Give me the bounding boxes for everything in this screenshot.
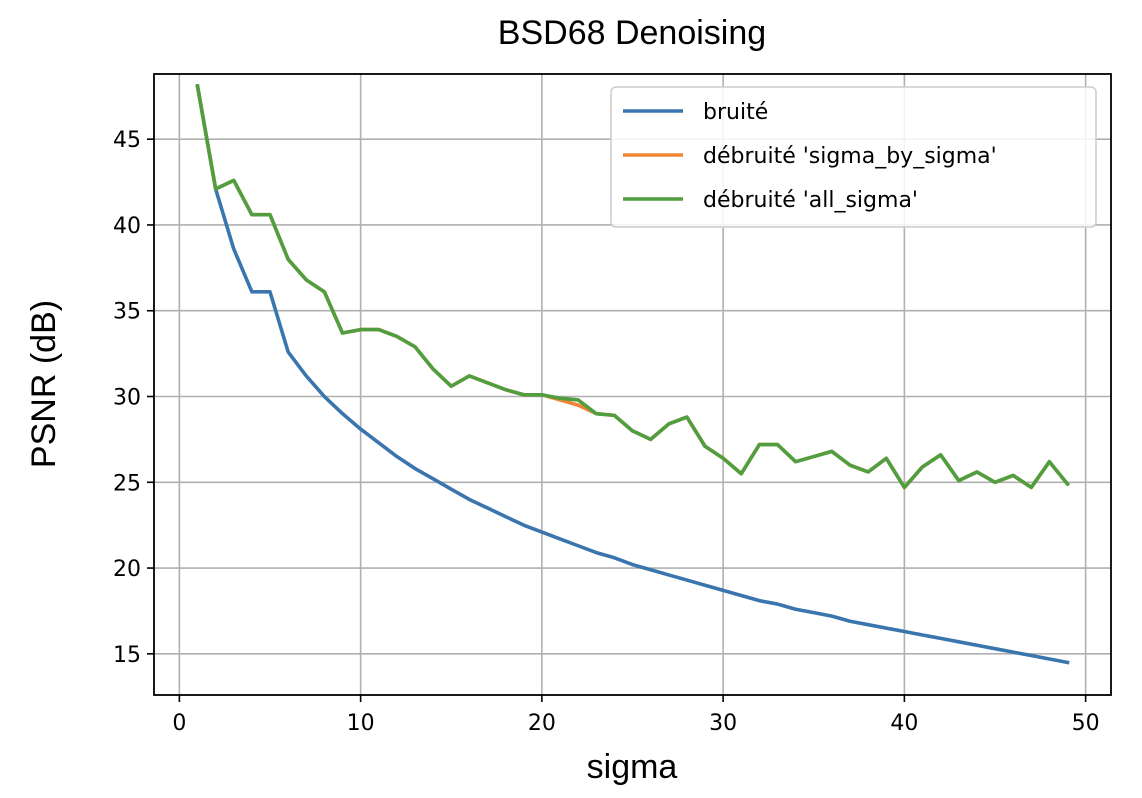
axis-ticks: 0 10 20 30 40 50 15 20 25 30 35 40 45 [113, 128, 1100, 736]
series-lines [195, 83, 1071, 665]
x-tick-label: 40 [890, 711, 918, 736]
legend-label-0: bruité [703, 100, 768, 125]
y-tick-label: 20 [113, 557, 141, 582]
x-tick-label: 10 [347, 711, 375, 736]
series-line-2 [195, 83, 1071, 490]
x-tick-label: 30 [709, 711, 737, 736]
series-line-0 [195, 83, 1070, 665]
y-tick-label: 25 [113, 471, 141, 496]
x-axis-label: sigma [587, 748, 678, 786]
grid [154, 74, 1111, 695]
y-axis-label: PSNR (dB) [25, 300, 63, 468]
legend-box [610, 86, 1097, 228]
x-tick-label: 0 [172, 711, 186, 736]
x-tick-label: 50 [1072, 711, 1100, 736]
y-tick-label: 35 [113, 300, 141, 325]
legend-label-1: débruité 'sigma_by_sigma' [703, 144, 997, 169]
legend: bruité débruité 'sigma_by_sigma' débruité … [610, 86, 1097, 228]
legend-label-2: débruité 'all_sigma' [703, 188, 918, 213]
y-tick-label: 15 [113, 643, 141, 668]
plot-frame [153, 73, 1112, 696]
chart-title: BSD68 Denoising [498, 14, 766, 52]
y-tick-label: 30 [113, 386, 141, 411]
y-tick-label: 40 [113, 214, 141, 239]
x-tick-label: 20 [528, 711, 556, 736]
y-tick-label: 45 [113, 128, 141, 153]
